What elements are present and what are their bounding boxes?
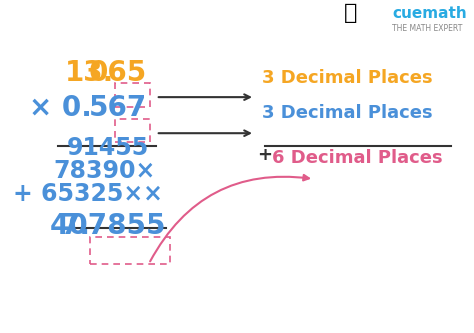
Text: 3 Decimal Places: 3 Decimal Places [262, 105, 432, 123]
Text: cuemath: cuemath [392, 6, 467, 21]
Text: 78390×: 78390× [54, 159, 156, 183]
FancyArrowPatch shape [150, 175, 309, 261]
Text: + 65325××: + 65325×× [13, 182, 163, 206]
Text: THE MATH EXPERT: THE MATH EXPERT [392, 24, 463, 33]
Text: 🚀: 🚀 [344, 3, 357, 23]
Text: 407855: 407855 [50, 212, 166, 240]
Text: 6 Decimal Places: 6 Decimal Places [272, 149, 443, 167]
Text: 13.: 13. [65, 59, 114, 87]
Text: 567: 567 [89, 95, 147, 123]
Text: 91455: 91455 [66, 136, 149, 160]
Text: × 0.: × 0. [29, 95, 92, 123]
Text: +: + [257, 146, 273, 164]
Text: 3 Decimal Places: 3 Decimal Places [262, 69, 432, 87]
Text: 065: 065 [89, 59, 147, 87]
Text: 7.: 7. [60, 212, 90, 240]
